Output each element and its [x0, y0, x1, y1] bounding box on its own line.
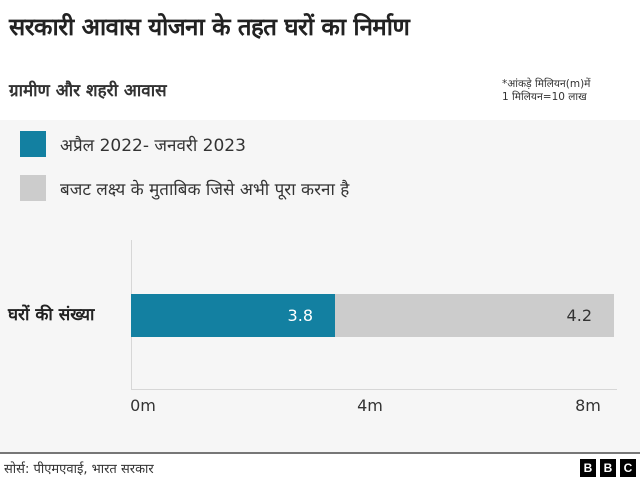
x-tick-8: 8m [575, 396, 601, 415]
units-note: *आंकड़े मिलियन(m)में 1 मिलियन=10 लाख [502, 78, 590, 104]
bbc-logo-b1: B [580, 459, 596, 477]
bbc-logo: B B C [580, 459, 636, 477]
bbc-logo-c: C [620, 459, 636, 477]
bar-completed: 3.8 [131, 294, 335, 337]
source-text: सोर्स: पीएमएवाई, भारत सरकार [4, 462, 154, 477]
units-note-line2: 1 मिलियन=10 लाख [502, 91, 587, 103]
legend-label: अप्रैल 2022- जनवरी 2023 [60, 135, 246, 156]
legend-swatch-gray [20, 175, 46, 201]
category-label: घरों की संख्या [8, 305, 95, 325]
chart-subtitle: ग्रामीण और शहरी आवास [9, 81, 167, 101]
footer-divider [0, 452, 640, 454]
x-tick-4: 4m [357, 396, 383, 415]
bbc-logo-b2: B [600, 459, 616, 477]
legend-item-completed: अप्रैल 2022- जनवरी 2023 [20, 131, 246, 157]
bar-value-remaining: 4.2 [566, 306, 592, 325]
chart-title: सरकारी आवास योजना के तहत घरों का निर्माण [9, 13, 410, 41]
chart-area [0, 120, 640, 454]
legend-item-remaining: बजट लक्ष्य के मुताबिक जिसे अभी पूरा करना… [20, 175, 349, 201]
units-note-line1: *आंकड़े मिलियन(m)में [502, 78, 591, 90]
legend-label: बजट लक्ष्य के मुताबिक जिसे अभी पूरा करना… [60, 179, 350, 200]
x-tick-0: 0m [130, 396, 156, 415]
x-axis-line [131, 389, 617, 390]
legend-swatch-blue [20, 131, 46, 157]
bar-remaining: 4.2 [335, 294, 614, 337]
bar-value-completed: 3.8 [287, 306, 313, 325]
